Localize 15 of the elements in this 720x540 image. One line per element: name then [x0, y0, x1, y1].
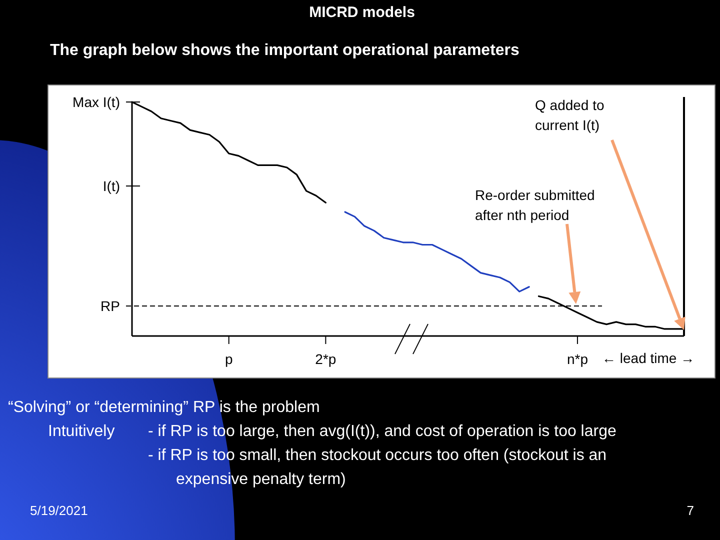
ref-line-label: RP — [100, 298, 120, 314]
text: ← lead time → — [602, 350, 695, 366]
x-tick-label: n*p — [566, 350, 588, 367]
annotation: Re-order submitted after nth period — [475, 187, 595, 223]
chart-title: MICRD models — [309, 4, 415, 21]
text: Max I(t) — [72, 94, 120, 110]
text: I(t) — [102, 178, 120, 194]
text: “Solving” or “determining” RP is the problem — [8, 399, 320, 416]
x-tick-label: p — [224, 350, 233, 367]
text: 5/19/2021 — [30, 503, 88, 518]
chart-subtitle: The graph below shows the important operational parameters — [50, 42, 520, 59]
text: 7 — [686, 503, 694, 518]
annotation: Q added to current I(t) — [535, 97, 604, 133]
x-tick-label: 2*p — [315, 350, 336, 367]
text: Intuitively — [48, 423, 115, 440]
